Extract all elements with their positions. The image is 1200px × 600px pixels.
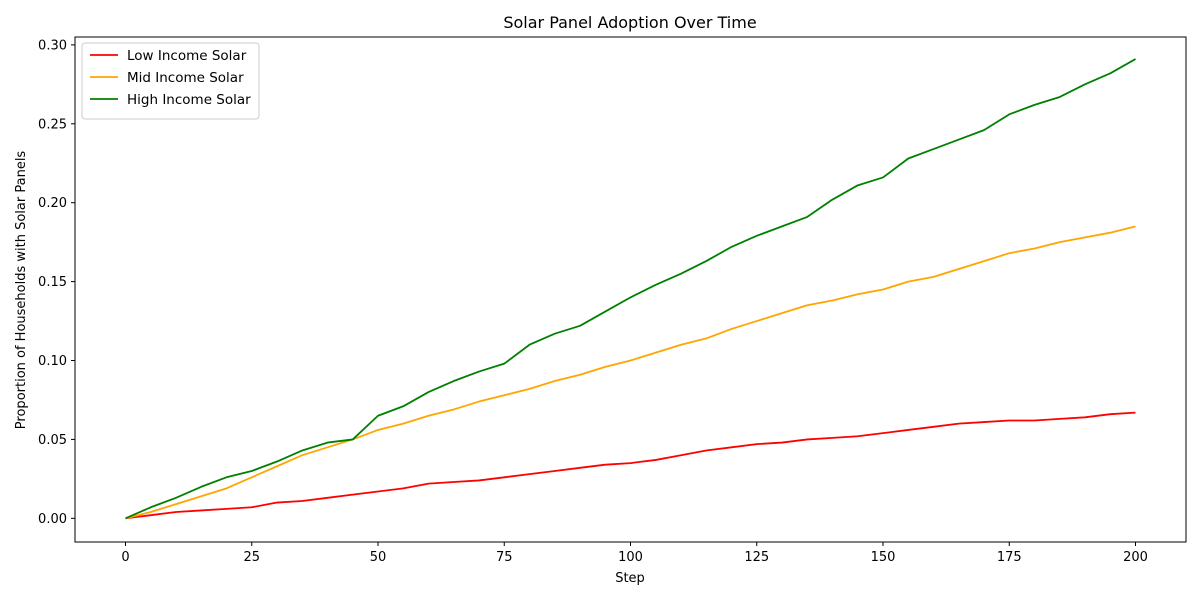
x-tick-label: 75 [496, 550, 513, 565]
x-tick-label: 150 [871, 550, 896, 565]
x-tick-label: 50 [370, 550, 387, 565]
y-tick-label: 0.30 [38, 38, 67, 53]
legend-box [81, 42, 260, 120]
y-axis-label: Proportion of Households with Solar Pane… [14, 151, 29, 430]
x-tick-label: 0 [121, 550, 129, 565]
legend-label-1: Mid Income Solar [127, 70, 244, 86]
y-axis-ticks: 0.00 0.05 0.10 0.15 0.20 0.25 0.30 [38, 38, 75, 527]
y-tick-label: 0.20 [38, 196, 67, 211]
chart-title: Solar Panel Adoption Over Time [503, 13, 756, 32]
legend-label-2: High Income Solar [127, 92, 251, 108]
y-tick-label: 0.15 [38, 275, 67, 290]
y-tick-label: 0.00 [38, 512, 67, 527]
x-tick-label: 175 [997, 550, 1022, 565]
x-tick-label: 200 [1123, 550, 1148, 565]
y-tick-label: 0.25 [38, 117, 67, 132]
legend-label-0: Low Income Solar [127, 48, 247, 64]
x-tick-label: 125 [744, 550, 769, 565]
y-tick-label: 0.10 [38, 354, 67, 369]
plot-lines [125, 58, 1136, 520]
x-tick-label: 25 [243, 550, 260, 565]
x-axis-ticks: 0 25 50 75 100 125 150 175 200 [121, 542, 1148, 565]
series-line-1 [125, 225, 1136, 520]
y-tick-label: 0.05 [38, 433, 67, 448]
series-line-2 [125, 58, 1136, 520]
x-axis-label: Step [615, 571, 645, 586]
series-line-0 [125, 411, 1136, 520]
x-tick-label: 100 [618, 550, 643, 565]
legend: Low Income Solar Mid Income Solar High Inc… [81, 42, 260, 120]
